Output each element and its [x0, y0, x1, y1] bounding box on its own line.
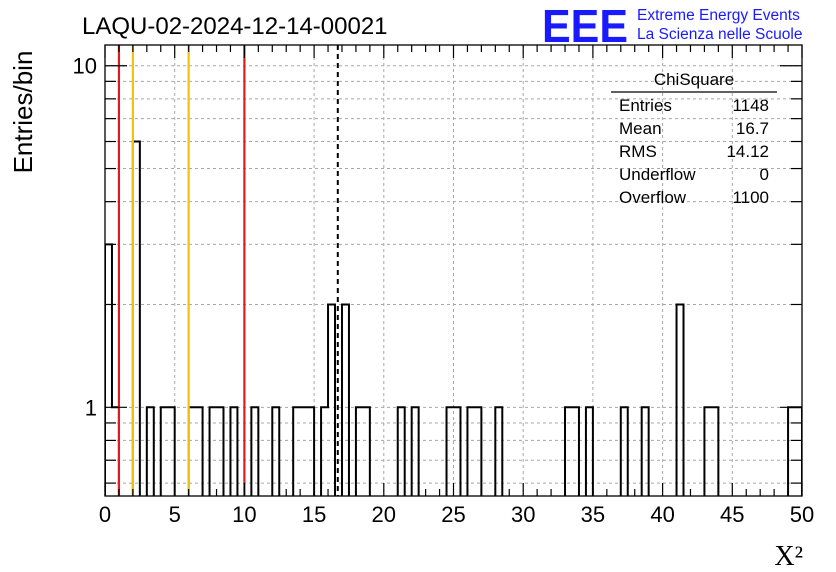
- histogram-bars: [105, 140, 802, 496]
- reference-lines: [117, 45, 339, 496]
- stats-row-value: 1148: [732, 96, 769, 115]
- x-tick-labels: 0 5 10 15 20 25 30 35 40 45 50: [99, 502, 814, 527]
- histogram-bin: [677, 304, 684, 496]
- x-tick-label: 15: [302, 502, 326, 527]
- stats-row-label: RMS: [619, 142, 657, 161]
- axis-ticks: [104, 45, 803, 496]
- stats-title: ChiSquare: [654, 70, 734, 89]
- histogram-bin: [342, 304, 349, 496]
- x-tick-label: 20: [372, 502, 396, 527]
- x-tick-label: 25: [441, 502, 465, 527]
- logo-line-1: Extreme Energy Events: [637, 7, 800, 24]
- histogram-outline: [105, 140, 802, 496]
- x-tick-label: 5: [169, 502, 181, 527]
- stats-row-label: Overflow: [619, 188, 687, 207]
- stats-row-value: 16.7: [736, 119, 769, 138]
- x-axis-label: X²: [774, 541, 803, 572]
- stats-row-label: Mean: [619, 119, 662, 138]
- logo-line-2: La Scienza nelle Scuole: [637, 26, 802, 43]
- x-tick-label: 35: [581, 502, 605, 527]
- stats-row-label: Entries: [619, 96, 672, 115]
- eee-logo: EEE Extreme Energy Events La Scienza nel…: [542, 0, 802, 52]
- x-tick-label: 50: [790, 502, 814, 527]
- y-tick-labels: 1 10: [73, 54, 97, 421]
- stats-box: ChiSquare Entries 1148 Mean 16.7 RMS 14.12 Und…: [611, 70, 777, 207]
- histogram-bin: [105, 244, 112, 496]
- stats-row-value: 14.12: [726, 142, 769, 161]
- x-tick-label: 45: [720, 502, 744, 527]
- y-tick-label: 10: [73, 54, 97, 79]
- chart-title: LAQU-02-2024-12-14-00021: [82, 13, 388, 40]
- x-tick-label: 10: [232, 502, 256, 527]
- stats-row-value: 0: [760, 165, 769, 184]
- y-tick-label: 1: [85, 395, 97, 420]
- x-tick-label: 40: [650, 502, 674, 527]
- stats-rows: Entries 1148 Mean 16.7 RMS 14.12 Underflow 0 Ove…: [619, 96, 769, 207]
- x-tick-label: 30: [511, 502, 535, 527]
- histogram-bin: [328, 304, 335, 496]
- y-axis-label: Entries/bin: [8, 51, 38, 174]
- stats-row-value: 1100: [732, 188, 769, 207]
- x-tick-label: 0: [99, 502, 111, 527]
- stats-row-label: Underflow: [619, 165, 696, 184]
- logo-letters: EEE: [542, 0, 628, 52]
